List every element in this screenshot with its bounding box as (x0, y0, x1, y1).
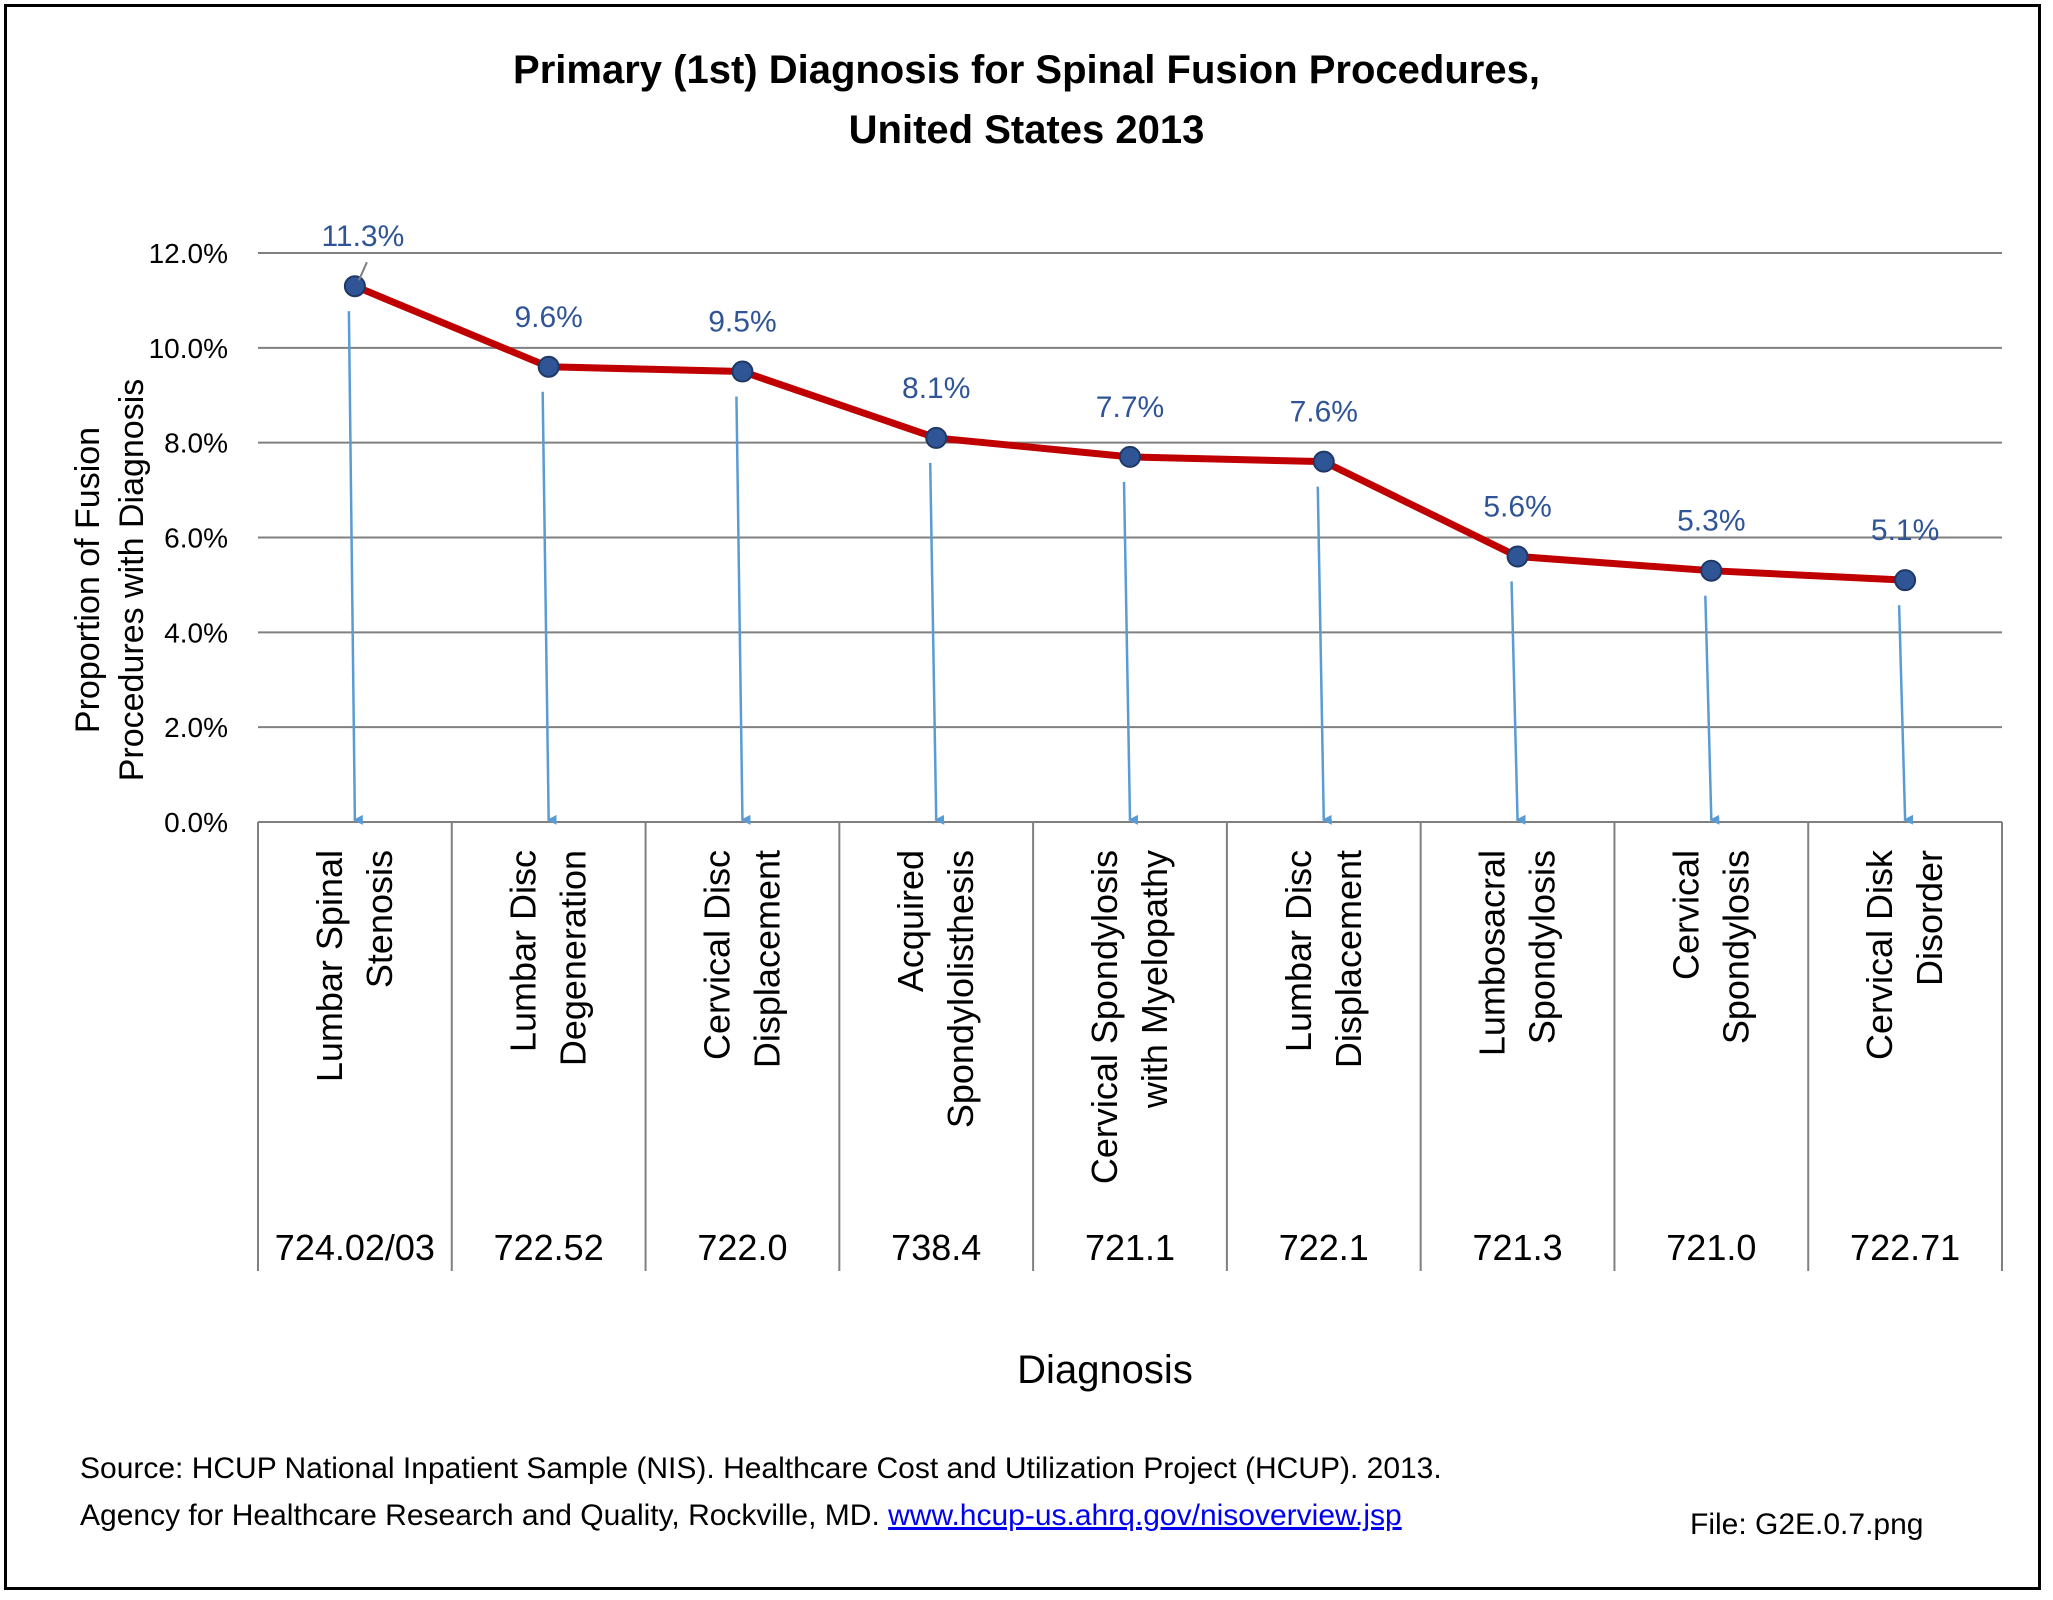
diagnosis-code: 722.1 (1279, 1227, 1369, 1268)
data-point (1506, 545, 1529, 568)
source-line1: Source: HCUP National Inpatient Sample (… (80, 1452, 1442, 1485)
category-label-line: Spondylolisthesis (940, 850, 981, 1128)
diagnosis-code: 721.1 (1085, 1227, 1175, 1268)
source-line2-text: Agency for Healthcare Research and Quali… (80, 1499, 880, 1532)
data-label: 9.5% (708, 306, 776, 339)
category-label: Lumbar Disc Degeneration (503, 850, 594, 1066)
data-point (343, 275, 366, 298)
category-label-line: Displacement (1328, 850, 1369, 1068)
pointer-arrow (1510, 581, 1526, 825)
diagnosis-code: 722.0 (697, 1227, 787, 1268)
category-label: Lumbosacral Spondylosis (1472, 850, 1563, 1056)
diagnosis-code: 722.71 (1850, 1227, 1960, 1268)
pointer-arrow (541, 391, 557, 825)
category-label: Cervical Spondylosis with Myelopathy (1084, 850, 1175, 1184)
y-tick-label: 0.0% (164, 807, 228, 838)
category-label-line: with Myelopathy (1134, 850, 1175, 1109)
pointer-arrow (1897, 605, 1914, 825)
data-label: 9.6% (514, 301, 582, 334)
category-label-line: Disorder (1909, 850, 1950, 986)
y-tick-label: 12.0% (149, 238, 228, 269)
file-label: File: G2E.0.7.png (1690, 1508, 1924, 1541)
data-point (1119, 445, 1141, 468)
category-label-line: Lumbar Spinal (309, 850, 350, 1082)
data-point (1894, 569, 1917, 592)
category-label-line: Cervical Spondylosis (1084, 850, 1125, 1184)
data-label: 5.6% (1483, 490, 1551, 523)
diagnosis-code: 722.52 (494, 1227, 604, 1268)
category-label-line: Cervical (1665, 850, 1706, 980)
chart-frame (4, 4, 2041, 1590)
data-label: 5.3% (1677, 505, 1745, 538)
data-point (537, 355, 560, 378)
category-label: Cervical Disk Disorder (1859, 849, 1950, 1060)
pointer-arrow (735, 396, 751, 825)
data-label: 5.1% (1871, 514, 1939, 547)
category-label-line: Lumbar Disc (1278, 850, 1319, 1052)
category-label-line: Stenosis (359, 850, 400, 988)
data-label: 7.7% (1096, 391, 1164, 424)
series-line (351, 282, 1909, 584)
y-tick-label: 8.0% (164, 428, 228, 459)
data-label: 11.3% (321, 220, 404, 253)
category-label-line: Degeneration (553, 850, 594, 1066)
category-label-line: Spondylosis (1522, 850, 1563, 1044)
category-label: Lumbar Spinal Stenosis (309, 850, 400, 1082)
category-label: Cervical Spondylosis (1665, 850, 1756, 1044)
diagnosis-code: 724.02/03 (275, 1227, 435, 1268)
category-label-line: Acquired (890, 850, 931, 992)
category-label-line: Lumbar Disc (503, 850, 544, 1052)
category-label: Cervical Disc Displacement (696, 850, 787, 1068)
category-label-line: Lumbosacral (1472, 850, 1513, 1056)
category-label-line: Cervical Disc (696, 850, 737, 1060)
data-point (1312, 450, 1335, 473)
data-point (1700, 559, 1723, 582)
diagnosis-code: 721.0 (1666, 1227, 1756, 1268)
chart-title-line1: Primary (1st) Diagnosis for Spinal Fusio… (513, 48, 1540, 92)
y-tick-label: 6.0% (164, 523, 228, 554)
category-label-line: Displacement (746, 850, 787, 1068)
y-tick-label: 2.0% (164, 712, 228, 743)
y-tick-label: 4.0% (164, 617, 228, 648)
category-label-line: Spondylosis (1715, 850, 1756, 1044)
diagnosis-code: 738.4 (891, 1227, 981, 1268)
x-axis-title: Diagnosis (1017, 1348, 1193, 1392)
pointer-arrow (1704, 595, 1720, 825)
diagnosis-code: 721.3 (1473, 1227, 1563, 1268)
data-point (731, 360, 754, 383)
chart-title-line2: United States 2013 (848, 108, 1205, 152)
pointer-arrow (1316, 486, 1332, 825)
source-line2: Agency for Healthcare Research and Quali… (80, 1499, 1402, 1533)
category-label: Lumbar Disc Displacement (1278, 850, 1369, 1068)
source-link[interactable]: www.hcup-us.ahrq.gov/nisoverview.jsp (888, 1499, 1402, 1532)
label-leader-line (357, 261, 368, 281)
pointer-arrow (928, 462, 945, 825)
data-point (925, 426, 948, 449)
category-label-line: Cervical Disk (1859, 849, 1900, 1060)
data-label: 8.1% (902, 372, 970, 405)
data-label: 7.6% (1290, 396, 1358, 429)
pointer-arrow (347, 311, 363, 825)
y-tick-label: 10.0% (149, 333, 228, 364)
category-label: Acquired Spondylolisthesis (890, 850, 981, 1128)
pointer-arrow (1122, 481, 1139, 825)
